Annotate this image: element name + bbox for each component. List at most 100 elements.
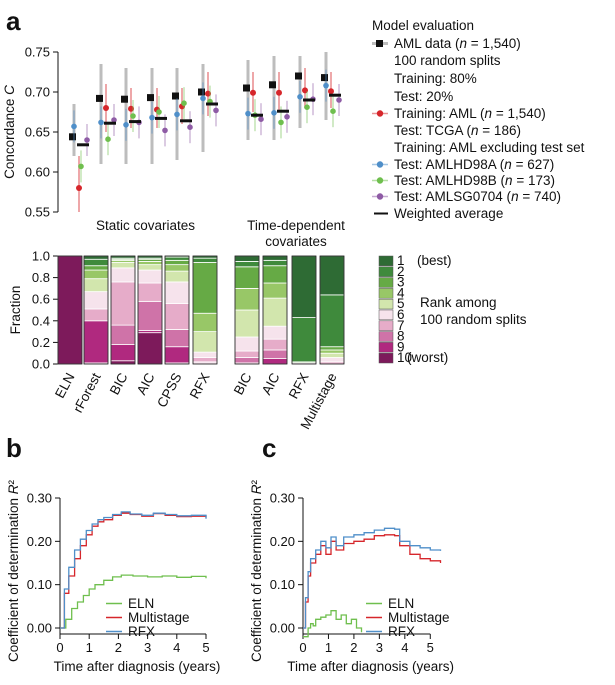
test-sg0704-point	[187, 124, 193, 130]
rank-segment	[110, 324, 136, 345]
aml-data-marker	[295, 72, 302, 80]
series-line-multistage	[303, 534, 442, 629]
x-tick-label: 3	[144, 640, 151, 655]
y-tick-label: 0.70	[25, 85, 50, 100]
rank-segment	[234, 287, 260, 311]
legend-label-multistage: Multistage	[128, 610, 190, 625]
x-tick-label: 4	[401, 640, 408, 655]
rank-segment	[110, 360, 136, 365]
rank-segment	[319, 255, 345, 296]
aml-data-marker	[198, 88, 205, 96]
rank-segment	[83, 278, 109, 293]
legend-label-rfx: RFX	[128, 624, 155, 639]
rank-legend-swatch	[378, 255, 394, 267]
rank-segment	[110, 281, 136, 326]
x-tick-label: 0	[56, 640, 63, 655]
test-hd98b-point	[304, 104, 310, 110]
rank-segment	[137, 300, 163, 331]
x-category-label: BIC	[107, 370, 131, 397]
rank-legend-swatch	[378, 277, 394, 288]
rank-bar-outline	[319, 255, 345, 365]
rank-segment	[164, 264, 190, 272]
rank-segment	[319, 294, 345, 348]
test-hd98b-point	[181, 100, 187, 106]
train-aml-point	[76, 185, 82, 191]
series-line-eln	[60, 574, 207, 629]
aml-data-marker	[269, 81, 276, 89]
legend-aml-swatch	[376, 40, 383, 47]
rank-segment	[164, 303, 190, 330]
concordance-chart: 0.55 0.60 0.65 0.70 0.75 Concordance C Static …	[2, 18, 585, 249]
legend-entry: Test: 20%	[394, 89, 453, 104]
rank-segment	[262, 265, 288, 284]
rank-legend-label: 4	[397, 285, 405, 300]
rank-segment	[234, 309, 260, 338]
train-aml-point	[250, 89, 256, 96]
y-tick-label: 0.75	[25, 45, 50, 60]
rank-legend-swatch	[378, 331, 394, 342]
rank-legend-label: 3	[397, 275, 405, 290]
legend-sg0704-swatch	[376, 193, 384, 200]
y-tick-label: 0.0	[32, 357, 50, 372]
x-tick-label: 5	[202, 640, 209, 655]
rank-legend-label: 7	[397, 318, 405, 333]
test-sg0704-point	[213, 107, 219, 114]
y-tick-label: 0.2	[32, 335, 50, 350]
test-hd98a-point	[98, 119, 104, 126]
rank-segment	[192, 262, 218, 314]
rank-segment	[137, 264, 163, 271]
rank-legend-swatch	[378, 342, 394, 353]
aml-data-marker	[121, 95, 128, 103]
rank-segment	[319, 346, 345, 351]
rank-segment	[234, 350, 260, 358]
rank-segment	[57, 255, 83, 365]
rank-segment	[83, 258, 109, 267]
train-aml-point	[328, 88, 334, 95]
rank-legend-swatch	[378, 266, 394, 277]
rank-segment	[164, 256, 190, 261]
rank-segment	[291, 317, 317, 363]
rank-segment	[192, 312, 218, 332]
test-hd98b-point	[330, 108, 336, 114]
train-aml-point	[128, 105, 134, 112]
x-tick-label: 3	[376, 640, 383, 655]
y-tick-label: 0.20	[270, 534, 295, 549]
y-tick-label: 0.8	[32, 270, 50, 285]
aml-data-marker	[96, 94, 103, 102]
rank-segment	[262, 297, 288, 327]
legend-entry: Training: 80%	[394, 71, 477, 86]
legend-entry: 100 random splits	[394, 53, 501, 68]
legend-entry: Test: AMLHD98B (n = 173)	[394, 173, 555, 188]
test-hd98a-point	[174, 111, 180, 118]
legend-entry: AML data (n = 1,540)	[394, 36, 521, 51]
x-tick-label: 1	[86, 640, 93, 655]
rank-segment	[137, 260, 163, 266]
rank-legend-title: Rank among 100 random splits	[420, 295, 527, 327]
test-sg0704-point	[162, 127, 168, 134]
y-tick-label: 0.30	[270, 491, 295, 506]
rank-legend-label: 10	[397, 350, 412, 365]
legend-entry: Test: TCGA (n = 186)	[394, 123, 521, 138]
test-hd98a-point	[71, 123, 77, 130]
train-aml-point	[276, 89, 282, 96]
y-tick-label: 0.00	[27, 621, 52, 636]
x-category-label: RFX	[187, 370, 213, 401]
y-axis-label: Coefficient of determination R²	[6, 479, 21, 662]
x-axis-label: Time after diagnosis (years)	[287, 659, 454, 674]
series-line-rfx	[60, 511, 207, 629]
rank-bar-outline	[83, 255, 109, 365]
group-label-static: Static covariates	[96, 218, 195, 233]
rank-segment	[234, 266, 260, 289]
legend-entry: Weighted average	[394, 206, 503, 221]
rank-segment	[262, 349, 288, 359]
rank-segment	[164, 346, 190, 364]
rank-segment	[83, 269, 109, 280]
test-hd98b-point	[278, 119, 284, 126]
y-tick-label: 0.30	[27, 491, 52, 506]
rank-legend-label: 9	[397, 339, 405, 354]
test-hd98a-point	[297, 94, 303, 100]
r2-chart-c: 0.00 0.10 0.20 0.30 0 1 2 3 4 5 Time after diagnos…	[249, 479, 454, 674]
x-tick-label: 0	[299, 640, 306, 655]
rank-segment	[262, 259, 288, 267]
